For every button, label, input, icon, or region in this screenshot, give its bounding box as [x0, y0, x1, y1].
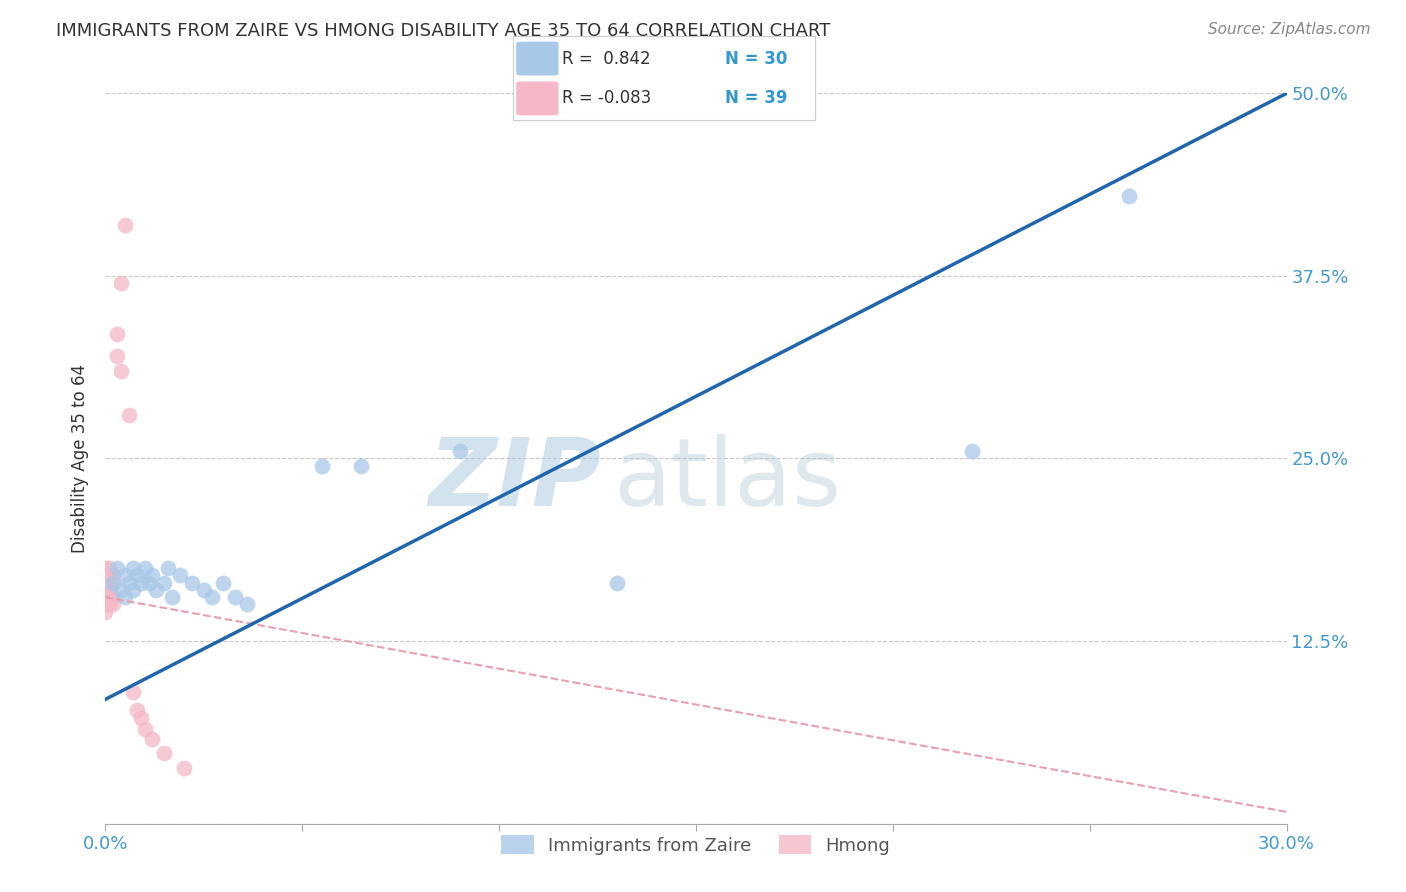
Point: [114, 568, 136, 582]
Point: [114, 218, 136, 232]
Point: [449, 444, 471, 458]
Point: [125, 703, 148, 717]
Point: [98, 582, 121, 597]
Point: [129, 575, 152, 590]
Point: [98, 582, 121, 597]
Point: [98, 568, 121, 582]
Point: [141, 731, 163, 746]
Point: [311, 458, 333, 473]
Point: [101, 575, 124, 590]
Point: [101, 575, 124, 590]
Point: [98, 590, 121, 604]
Point: [134, 561, 156, 575]
Point: [141, 568, 163, 582]
Y-axis label: Disability Age 35 to 64: Disability Age 35 to 64: [72, 364, 89, 553]
Point: [606, 575, 628, 590]
Point: [118, 408, 141, 422]
Point: [121, 685, 143, 699]
Point: [94, 575, 117, 590]
Point: [98, 590, 121, 604]
Point: [98, 575, 121, 590]
Point: [94, 561, 117, 575]
Point: [101, 590, 124, 604]
Point: [110, 364, 132, 378]
Point: [110, 582, 132, 597]
Point: [98, 590, 121, 604]
Point: [94, 605, 117, 619]
Point: [153, 747, 176, 761]
Point: [200, 590, 222, 604]
FancyBboxPatch shape: [516, 81, 558, 115]
Point: [157, 561, 180, 575]
Point: [193, 582, 215, 597]
Point: [101, 598, 124, 612]
Point: [110, 276, 132, 290]
Point: [180, 575, 202, 590]
Point: [960, 444, 983, 458]
Point: [98, 582, 121, 597]
Point: [94, 598, 117, 612]
Point: [173, 761, 195, 775]
Point: [160, 590, 183, 604]
Point: [98, 598, 121, 612]
Point: [98, 561, 121, 575]
Point: [145, 582, 167, 597]
Point: [153, 575, 176, 590]
Point: [169, 568, 191, 582]
Point: [98, 575, 121, 590]
Legend: Immigrants from Zaire, Hmong: Immigrants from Zaire, Hmong: [494, 828, 897, 862]
Point: [350, 458, 373, 473]
Text: N = 30: N = 30: [725, 50, 787, 68]
Point: [138, 575, 160, 590]
Point: [224, 590, 246, 604]
Point: [121, 561, 143, 575]
Point: [125, 568, 148, 582]
Point: [105, 561, 128, 575]
Point: [98, 575, 121, 590]
Point: [105, 327, 128, 342]
FancyBboxPatch shape: [516, 42, 558, 76]
Text: R = -0.083: R = -0.083: [561, 88, 651, 106]
Point: [101, 568, 124, 582]
Point: [118, 575, 141, 590]
Text: ZIP: ZIP: [429, 434, 602, 526]
Text: IMMIGRANTS FROM ZAIRE VS HMONG DISABILITY AGE 35 TO 64 CORRELATION CHART: IMMIGRANTS FROM ZAIRE VS HMONG DISABILIT…: [56, 22, 831, 40]
Point: [94, 575, 117, 590]
Point: [129, 711, 152, 725]
Point: [236, 598, 259, 612]
Point: [94, 582, 117, 597]
Point: [134, 722, 156, 736]
Point: [212, 575, 235, 590]
Point: [101, 590, 124, 604]
Point: [121, 582, 143, 597]
Text: N = 39: N = 39: [725, 88, 787, 106]
Text: atlas: atlas: [613, 434, 841, 526]
Point: [94, 568, 117, 582]
Text: Source: ZipAtlas.com: Source: ZipAtlas.com: [1208, 22, 1371, 37]
Point: [105, 349, 128, 363]
Text: R =  0.842: R = 0.842: [561, 50, 650, 68]
Point: [94, 590, 117, 604]
Point: [114, 590, 136, 604]
Point: [98, 568, 121, 582]
Point: [1118, 188, 1140, 202]
